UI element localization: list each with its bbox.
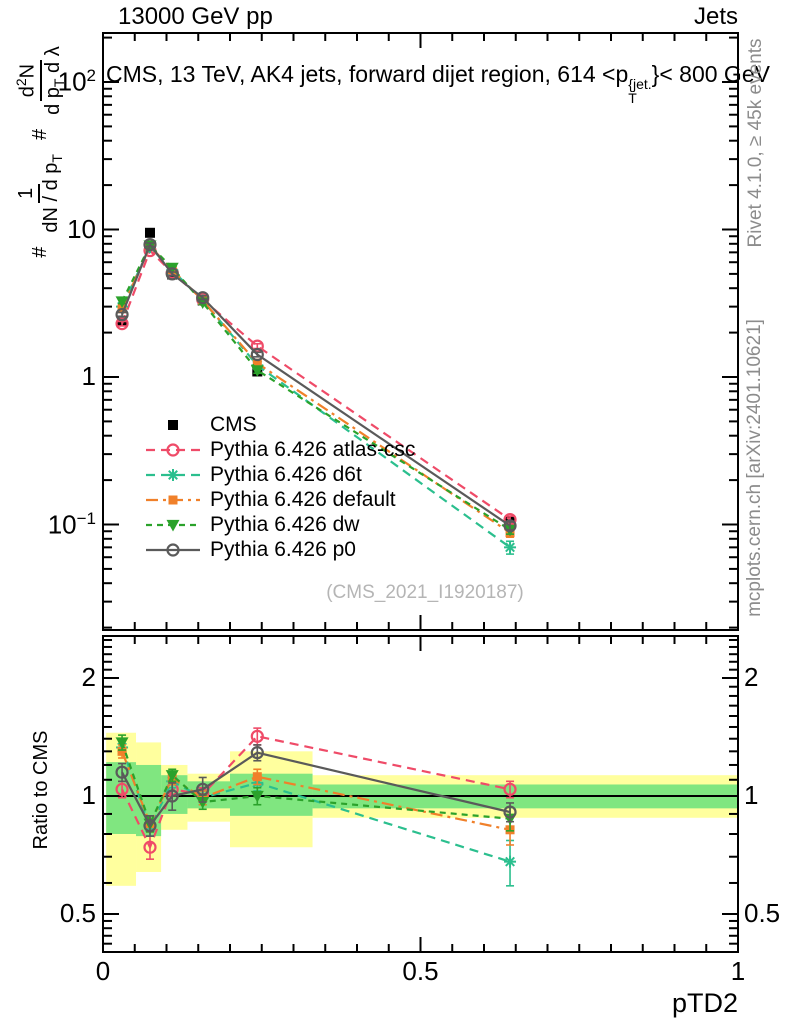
marker-square (168, 495, 178, 504)
marker-circle-open (166, 542, 180, 557)
y-ratio-tick-label-left: 2 (81, 661, 96, 692)
fraction-2-num: d2N (13, 59, 42, 102)
x-tick-label: 0 (95, 956, 111, 986)
process-title: Jets (693, 3, 738, 30)
fraction-1-num: 1 (14, 183, 40, 203)
hash-symbol: # (28, 246, 51, 258)
legend-label: Pythia 6.426 default (210, 487, 396, 511)
hash-symbol: # (28, 128, 51, 141)
marker-circle-open (250, 347, 264, 362)
legend-item: Pythia 6.426 dw (144, 512, 415, 537)
marker-circle-open (143, 238, 157, 252)
marker-circle-open (165, 789, 179, 803)
legend-item: CMS (144, 412, 415, 437)
marker-square (252, 358, 262, 368)
marker-circle-open (143, 819, 157, 833)
legend-item: Pythia 6.426 p0 (144, 537, 415, 562)
y-axis-label-ratio: Ratio to CMS (30, 730, 52, 850)
y-axis-label-main: # 1 dN / d pT # d2N d pT d λ (2, 38, 78, 262)
marker-square (117, 746, 127, 756)
marker-circle-open (503, 782, 517, 796)
legend-marker (146, 495, 200, 504)
legend-label: Pythia 6.426 atlas-csc (210, 437, 416, 461)
marker-circle-open (143, 840, 157, 854)
marker-triangle-down (115, 296, 129, 308)
plot-title: CMS, 13 TeV, AK4 jets, forward dijet reg… (106, 61, 770, 105)
marker-triangle-down (250, 790, 264, 803)
marker-circle-open (115, 765, 129, 779)
legend-marker (146, 519, 200, 531)
beam-energy-title: 13000 GeV pp (118, 3, 273, 30)
legend-label: Pythia 6.426 d6t (210, 462, 362, 486)
y-main-tick-label: 102 (57, 66, 96, 97)
legend-label: Pythia 6.426 p0 (210, 537, 356, 561)
marker-circle-open (115, 307, 129, 322)
y-main-tick-label: 1 (81, 361, 96, 391)
y-ratio-tick-label-right: 2 (744, 661, 759, 692)
marker-asterisk (505, 542, 515, 553)
legend-item: Pythia 6.426 d6t (144, 462, 415, 487)
plot-title-prefix: CMS, 13 TeV, AK4 jets, forward dijet reg… (106, 61, 629, 87)
plot-title-suffix: }< 800 GeV (651, 61, 770, 87)
fraction-2: d2N d pT d λ (13, 42, 67, 119)
marker-circle-open (115, 782, 129, 796)
marker-triangle-down (165, 770, 179, 782)
analysis-id-watermark: (CMS_2021_I1920187) (326, 582, 524, 603)
y-main-tick-label: 10−1 (47, 508, 96, 540)
marker-asterisk (505, 856, 515, 867)
marker-asterisk (168, 469, 178, 480)
plot-title-sup: {jet. (628, 76, 652, 92)
marker-circle-open (196, 291, 210, 305)
axis-ticks (102, 33, 739, 952)
y-ratio-tick-label-left: 0.5 (59, 898, 96, 928)
marker-circle-open (115, 317, 129, 331)
rivet-version-note: Rivet 4.1.0, ≥ 45k events (745, 38, 766, 248)
legend-marker (146, 468, 200, 481)
marker-square (168, 419, 178, 430)
marker-square (144, 227, 155, 238)
band-green (230, 773, 313, 816)
marker-circle-open (196, 782, 210, 796)
series-ratio-pythia-6-426-p0 (115, 744, 517, 837)
plot-title-sub: T (628, 90, 637, 106)
y-ratio-tick-label-right: 1 (744, 780, 759, 810)
legend-marker (146, 442, 200, 457)
x-tick-label: 1 (730, 956, 746, 986)
mcplots-arxiv-note: mcplots.cern.ch [arXiv:2401.10621] (744, 319, 765, 617)
legend-item: Pythia 6.426 atlas-csc (144, 437, 415, 462)
fraction-1: 1 dN / d pT (14, 150, 65, 237)
legend-marker (146, 542, 200, 557)
fraction-2-den: d pT d λ (41, 46, 67, 115)
marker-triangle-down (115, 737, 129, 749)
series-main-pythia-6-426-p0 (115, 238, 517, 533)
y-ratio-tick-label-left: 1 (81, 780, 96, 810)
x-axis-label: pTD2 (671, 988, 738, 1018)
marker-square (252, 772, 262, 782)
marker-circle-open (503, 519, 517, 533)
legend-item: Pythia 6.426 default (144, 487, 415, 512)
y-main-tick-label: 10 (67, 213, 96, 244)
marker-circle-open (503, 805, 517, 819)
marker-circle-open (250, 746, 264, 760)
fraction-1-den: dN / d pT (39, 154, 65, 233)
y-ratio-tick-label-right: 0.5 (744, 898, 781, 928)
legend-label: CMS (210, 412, 257, 436)
marker-triangle-down (250, 365, 264, 377)
marker-circle-open (166, 442, 180, 457)
marker-circle-open (165, 267, 179, 281)
legend-label: Pythia 6.426 dw (210, 512, 360, 536)
marker-triangle-down (166, 519, 180, 531)
legend: CMS Pythia 6.426 atlas-csc Pythia 6.426 d6… (144, 412, 415, 562)
x-tick-label: 0.5 (402, 956, 439, 986)
plot-title-supsub: {jet. T (628, 77, 651, 105)
legend-marker (168, 419, 178, 430)
marker-circle-open (250, 729, 264, 743)
